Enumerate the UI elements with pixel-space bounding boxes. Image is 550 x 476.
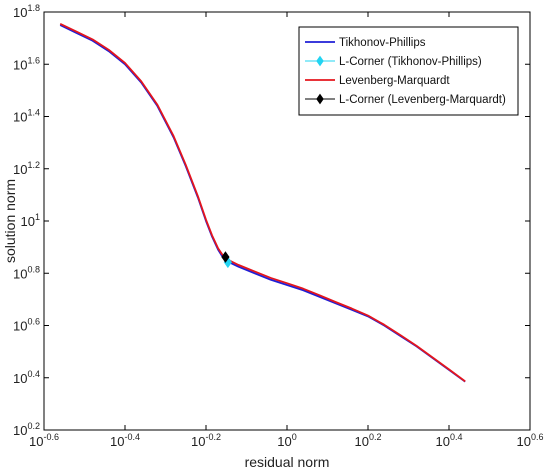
x-tick-label: 10-0.4 [110, 432, 140, 449]
plot-series [59, 22, 466, 383]
x-tick-label: 100.4 [436, 432, 463, 449]
legend-label: Tikhonov-Phillips [339, 37, 426, 49]
legend-items: Tikhonov-Phillips L-Corner (Tikhonov-Phil… [305, 37, 506, 106]
legend-entry: Levenberg-Marquardt [305, 75, 450, 87]
y-tick-label: 101 [21, 212, 40, 229]
x-axis-ticks: 10-0.6 10-0.4 10-0.2 100 100.2 100.4 100.6 [29, 12, 543, 449]
legend: Tikhonov-Phillips L-Corner (Tikhonov-Phil… [298, 26, 519, 116]
x-tick-label: 100.6 [517, 432, 544, 449]
y-axis-ticks: 100.2 100.4 100.6 100.8 101 101.2 101.4 101.6 10… [13, 3, 530, 438]
legend-label: Levenberg-Marquardt [339, 75, 450, 87]
y-tick-label: 100.4 [13, 369, 40, 386]
x-tick-label: 100 [277, 432, 296, 449]
y-axis-label: solution norm [2, 179, 18, 263]
x-tick-label: 100.2 [355, 432, 382, 449]
legend-entry: Tikhonov-Phillips [305, 37, 426, 49]
y-tick-label: 101.8 [13, 3, 40, 20]
legend-swatch-marker [316, 93, 324, 105]
y-tick-label: 101.6 [13, 55, 40, 72]
legend-swatch-marker [316, 55, 324, 67]
y-tick-label: 101.4 [13, 108, 40, 125]
legend-entry: L-Corner (Levenberg-Marquardt) [305, 93, 506, 106]
legend-box [298, 26, 519, 116]
y-tick-label: 100.8 [13, 264, 40, 281]
y-tick-label: 100.6 [13, 317, 40, 334]
legend-label: L-Corner (Levenberg-Marquardt) [339, 94, 506, 106]
legend-entry: L-Corner (Tikhonov-Phillips) [305, 55, 482, 68]
x-tick-label: 10-0.2 [191, 432, 221, 449]
y-tick-label: 101.2 [13, 160, 40, 177]
l-corner-marker-l-corner-levenberg-marquardt- [221, 251, 230, 263]
y-tick-label: 100.2 [13, 421, 40, 438]
legend-label: L-Corner (Tikhonov-Phillips) [339, 56, 482, 68]
x-axis-label: residual norm [245, 454, 330, 470]
x-tick-label: 10-0.6 [29, 432, 59, 449]
